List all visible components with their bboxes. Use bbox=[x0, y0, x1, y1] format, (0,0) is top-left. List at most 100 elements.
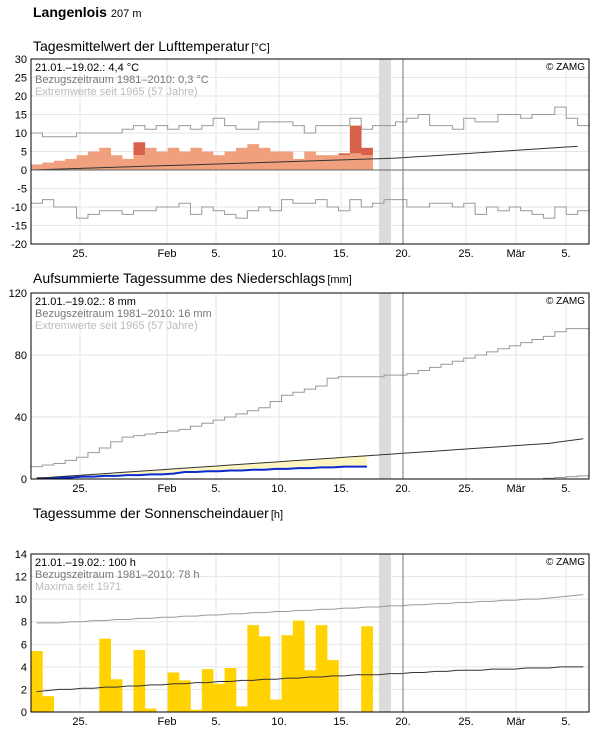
precipitation-y-tick-label: 0 bbox=[21, 474, 27, 486]
sunshine-today-band bbox=[379, 554, 391, 712]
temperature-x-tick-label: 20. bbox=[395, 248, 410, 260]
precipitation-x-tick-label: Feb bbox=[158, 483, 177, 495]
temperature-info-extremes: Extremwerte seit 1965 (57 Jahre) bbox=[35, 86, 198, 98]
sunshine-info-reference: Bezugszeitraum 1981–2010: 78 h bbox=[35, 569, 200, 581]
temperature-bar bbox=[31, 164, 43, 170]
temperature-climate-line bbox=[30, 145, 578, 171]
temperature-x-tick-label: 25. bbox=[458, 248, 473, 260]
temperature-y-tick-label: -15 bbox=[11, 221, 27, 233]
sunshine-y-tick-label: 0 bbox=[21, 707, 27, 719]
temperature-extreme-max-line bbox=[31, 106, 589, 138]
temperature-bar bbox=[65, 158, 77, 170]
temperature-info-period: 21.01.–19.02.: 4,4 °C bbox=[35, 62, 139, 74]
sunshine-y-tick-label: 14 bbox=[15, 549, 27, 561]
sunshine-x-tick-label: 25. bbox=[72, 716, 87, 728]
sunshine-maxima-line bbox=[36, 594, 584, 624]
sunshine-bar bbox=[201, 669, 214, 712]
precipitation-x-tick-label: 15. bbox=[333, 483, 348, 495]
temperature-y-tick-label: 10 bbox=[15, 128, 27, 140]
temperature-x-tick-label: 10. bbox=[271, 248, 286, 260]
sunshine-x-tick-label: Feb bbox=[158, 716, 177, 728]
sunshine-title: Tagessumme der Sonnenscheindauer bbox=[33, 505, 269, 521]
sunshine-y-tick-label: 6 bbox=[21, 639, 27, 651]
temperature-bar bbox=[247, 144, 260, 170]
sunshine-x-tick-label: 25. bbox=[458, 716, 473, 728]
temperature-bar bbox=[42, 162, 55, 170]
temperature-bar bbox=[235, 147, 248, 170]
precipitation-x-tick-label: Mär bbox=[507, 483, 526, 495]
sunshine-bar bbox=[258, 636, 271, 712]
sunshine-bar bbox=[179, 680, 191, 712]
sunshine-bar bbox=[213, 683, 225, 712]
temperature-bar bbox=[201, 151, 214, 170]
sunshine-unit: [h] bbox=[270, 509, 284, 521]
sunshine-bar bbox=[281, 635, 294, 712]
precipitation-x-tick-label: 25. bbox=[72, 483, 87, 495]
temperature-bar bbox=[122, 158, 134, 170]
panel-title-temperature: Tagesmittelwert der Lufttemperatur [°C] bbox=[33, 38, 270, 54]
temperature-bar bbox=[292, 158, 305, 170]
precipitation-today-band bbox=[379, 293, 391, 479]
temperature-bar bbox=[99, 147, 112, 170]
sunshine-y-tick-label: 8 bbox=[21, 617, 27, 629]
precipitation-x-tick-label: 5. bbox=[561, 483, 570, 495]
temperature-x-tick-label: 25. bbox=[72, 248, 87, 260]
precipitation-x-tick-label: 5. bbox=[211, 483, 220, 495]
temperature-extreme-min-line bbox=[31, 199, 589, 219]
sunshine-bar bbox=[235, 706, 248, 712]
sunshine-plot-border bbox=[30, 553, 590, 713]
precipitation-plot-area bbox=[31, 293, 589, 479]
temperature-copyright: © ZAMG bbox=[546, 62, 585, 73]
temperature-y-tick-label: -5 bbox=[17, 184, 27, 196]
sunshine-bar bbox=[361, 626, 373, 712]
sunshine-bar bbox=[110, 679, 123, 712]
precipitation-x-tick-label: 25. bbox=[458, 483, 473, 495]
temperature-bar bbox=[87, 151, 100, 170]
sunshine-bar bbox=[224, 667, 237, 712]
sunshine-y-tick-label: 2 bbox=[21, 684, 27, 696]
temperature-bar-extreme bbox=[133, 142, 146, 156]
precipitation-info-reference: Bezugszeitraum 1981–2010: 16 mm bbox=[35, 308, 212, 320]
temperature-bar bbox=[281, 151, 294, 170]
sunshine-copyright: © ZAMG bbox=[546, 557, 585, 568]
sunshine-y-tick-label: 12 bbox=[15, 572, 27, 584]
station-name: Langenlois bbox=[33, 4, 107, 20]
temperature-unit: [°C] bbox=[251, 42, 270, 54]
sunshine-bar bbox=[42, 696, 55, 712]
panel-title-precipitation: Aufsummierte Tagessumme des Niederschlag… bbox=[33, 270, 352, 286]
sunshine-y-tick-label: 10 bbox=[15, 594, 27, 606]
sunshine-x-tick-label: 5. bbox=[211, 716, 220, 728]
temperature-y-tick-label: 25 bbox=[15, 73, 27, 85]
precipitation-info-period: 21.01.–19.02.: 8 mm bbox=[35, 296, 136, 308]
precipitation-y-tick-label: 120 bbox=[9, 288, 27, 300]
temperature-bar-extreme bbox=[349, 125, 362, 154]
temperature-bar bbox=[167, 147, 180, 170]
temperature-bar bbox=[133, 155, 146, 170]
precipitation-title: Aufsummierte Tagessumme des Niederschlag… bbox=[33, 270, 326, 286]
panel-title-sunshine: Tagessumme der Sonnenscheindauer [h] bbox=[33, 505, 283, 521]
precipitation-y-tick-label: 40 bbox=[15, 412, 27, 424]
temperature-y-tick-label: 20 bbox=[15, 91, 27, 103]
temperature-x-tick-label: Feb bbox=[158, 248, 177, 260]
precipitation-x-tick-label: 10. bbox=[271, 483, 286, 495]
sunshine-bar bbox=[99, 638, 112, 712]
temperature-bar bbox=[361, 155, 373, 170]
temperature-y-tick-label: 30 bbox=[15, 54, 27, 66]
sunshine-bar bbox=[144, 708, 157, 712]
station-altitude: 207 m bbox=[110, 8, 142, 20]
sunshine-y-tick-label: 4 bbox=[21, 662, 27, 674]
temperature-bar bbox=[213, 155, 225, 170]
temperature-y-tick-label: 0 bbox=[21, 165, 27, 177]
sunshine-bar bbox=[270, 699, 282, 712]
precipitation-extreme-max-line bbox=[31, 328, 589, 468]
temperature-bar bbox=[349, 153, 362, 170]
temperature-bar bbox=[338, 155, 351, 170]
temperature-x-tick-label: 5. bbox=[211, 248, 220, 260]
temperature-x-tick-label: Mär bbox=[507, 248, 526, 260]
sunshine-x-tick-label: 15. bbox=[333, 716, 348, 728]
temperature-bar bbox=[76, 155, 89, 170]
sunshine-bar bbox=[315, 625, 328, 712]
temperature-bar bbox=[270, 151, 282, 170]
precipitation-copyright: © ZAMG bbox=[546, 296, 585, 307]
